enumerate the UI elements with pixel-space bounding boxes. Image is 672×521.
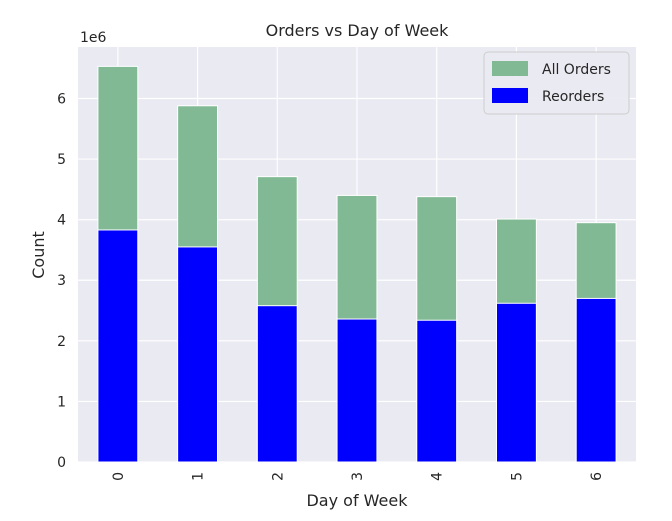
y-tick-label: 1 [57, 394, 66, 410]
y-tick-label: 5 [57, 152, 66, 168]
x-axis-label: Day of Week [306, 491, 408, 510]
bar-reorders [177, 246, 218, 463]
x-tick-label: 5 [509, 472, 525, 481]
y-tick-label: 2 [57, 334, 66, 350]
legend-label-reorders: Reorders [542, 89, 604, 105]
y-tick-label: 0 [57, 455, 66, 471]
bar-reorders [416, 319, 458, 463]
axis-offset-label: 1e6 [80, 30, 107, 46]
bar-reorders [575, 297, 617, 463]
chart-title: Orders vs Day of Week [266, 21, 450, 40]
bars [97, 65, 617, 463]
legend-swatch-reorders [492, 88, 528, 103]
bar-reorders [256, 305, 298, 463]
bar-reorders [336, 318, 378, 463]
x-tick-labels: 0 1 2 3 4 5 6 [111, 472, 605, 481]
legend-swatch-all-orders [492, 61, 528, 76]
x-tick-label: 3 [350, 472, 366, 481]
bar-reorders [97, 229, 139, 463]
x-tick-label: 6 [589, 472, 605, 481]
y-tick-label: 3 [57, 273, 66, 289]
x-tick-label: 1 [191, 472, 207, 481]
bar-reorders [496, 302, 537, 463]
legend: All Orders Reorders [483, 51, 630, 115]
legend-label-all-orders: All Orders [542, 62, 611, 78]
x-tick-label: 2 [270, 472, 286, 481]
y-tick-label: 6 [57, 91, 66, 107]
y-axis-label: Count [29, 231, 48, 279]
y-tick-labels: 0 1 2 3 4 5 6 [57, 91, 66, 471]
x-tick-label: 0 [111, 472, 127, 481]
x-tick-label: 4 [430, 472, 446, 481]
y-tick-label: 4 [57, 213, 66, 229]
